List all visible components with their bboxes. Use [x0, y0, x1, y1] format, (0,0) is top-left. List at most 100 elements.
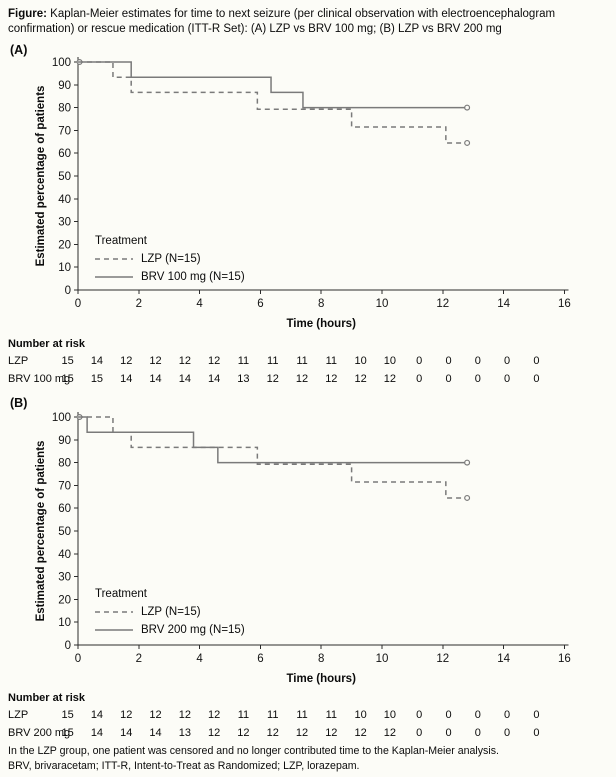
risk-count: 0: [445, 709, 452, 721]
risk-row-counts: 15 14 14 14 13 12 12 12 12 12 12 12 0 0 0 0 0: [53, 727, 551, 739]
x-axis-title: Time (hours): [286, 318, 356, 330]
y-tick-label: 100: [52, 412, 71, 424]
risk-count: 0: [504, 355, 511, 367]
footnote-abbreviations: BRV, brivaracetam; ITT-R, Intent-to-Trea…: [8, 760, 360, 772]
risk-count: 15: [61, 355, 74, 367]
risk-count: 12: [178, 355, 191, 367]
risk-count: 12: [149, 355, 162, 367]
risk-count: 12: [266, 373, 279, 385]
dashed-line-sample-icon: [95, 609, 133, 615]
y-tick-label: 20: [58, 594, 71, 606]
x-tick-label: 12: [436, 653, 449, 665]
x-tick-label: 12: [436, 298, 449, 310]
y-tick-label: 10: [58, 262, 71, 274]
risk-count: 13: [178, 727, 191, 739]
risk-count: 14: [120, 727, 133, 739]
risk-count: 12: [149, 709, 162, 721]
x-tick-label: 14: [497, 298, 510, 310]
y-tick-label: 30: [58, 217, 71, 229]
risk-count: 0: [416, 373, 423, 385]
y-tick-label: 60: [58, 148, 71, 160]
y-tick-label: 70: [58, 480, 71, 492]
y-tick-label: 40: [58, 194, 71, 206]
risk-count: 14: [90, 727, 104, 739]
legend-entry-label: BRV 100 mg (N=15): [141, 271, 245, 283]
y-tick-label: 90: [58, 435, 71, 447]
risk-count: 12: [178, 709, 191, 721]
legend-panel-a: Treatment LZP (N=15) BRV 100 mg (N=15): [95, 232, 245, 286]
risk-row-label: BRV 200 mg: [8, 727, 71, 739]
risk-count: 0: [445, 727, 452, 739]
legend-entry-label: LZP (N=15): [141, 253, 201, 265]
risk-count: 0: [474, 727, 481, 739]
risk-count: 14: [208, 373, 221, 385]
x-tick-label: 2: [136, 298, 142, 310]
km-curve-lzp-n-15: [78, 61, 468, 144]
km-panel-a: 0 2 4 6 8 10 12 14 16 0 10 20 30 40 50 60 70 80 90 100 Time …: [35, 57, 571, 330]
risk-count: 12: [208, 355, 221, 367]
risk-table-title: Number at risk: [8, 692, 86, 704]
risk-count: 12: [354, 373, 367, 385]
risk-count: 0: [474, 709, 481, 721]
risk-count: 15: [90, 373, 104, 385]
censor-marker: [464, 139, 471, 146]
risk-count: 0: [445, 373, 452, 385]
solid-line-sample-icon: [95, 274, 133, 280]
risk-count: 0: [504, 373, 511, 385]
risk-count: 12: [354, 727, 367, 739]
y-tick-label: 100: [52, 57, 71, 69]
censor-marker: [464, 104, 471, 111]
km-curve-lzp-n-15: [78, 416, 468, 499]
y-tick-label: 0: [65, 285, 71, 297]
risk-count: 0: [533, 709, 540, 721]
x-tick-label: 16: [558, 653, 571, 665]
risk-count: 12: [383, 727, 397, 739]
risk-row-lzp: LZP 15 14 12 12 12 12 11 11 11 11 10 10 0 0 0 0 0: [0, 709, 616, 723]
legend-title: Treatment: [95, 588, 147, 600]
x-tick-label: 4: [196, 653, 203, 665]
figure-title: Figure: Kaplan-Meier estimates for time …: [8, 7, 610, 38]
x-tick-label: 14: [497, 653, 510, 665]
risk-count: 0: [533, 373, 540, 385]
risk-count: 13: [237, 373, 250, 385]
km-curve-brv-100-mg-n-15: [78, 61, 468, 109]
risk-row-label: BRV 100 mg: [8, 373, 71, 385]
risk-count: 0: [533, 355, 540, 367]
risk-count: 0: [474, 355, 481, 367]
y-axis-title: Estimated percentage of patients: [35, 86, 47, 267]
risk-count: 12: [120, 355, 133, 367]
risk-count: 0: [416, 709, 423, 721]
risk-count: 14: [90, 709, 104, 721]
panel-a-label: (A): [10, 43, 28, 57]
risk-row-counts: 15 15 14 14 14 14 13 12 12 12 12 12 0 0 0 0 0: [53, 373, 551, 385]
x-tick-label: 10: [376, 653, 389, 665]
legend-entry-lzp: LZP (N=15): [95, 250, 245, 268]
risk-count: 11: [296, 709, 308, 721]
risk-count: 11: [296, 355, 308, 367]
risk-count: 0: [416, 355, 423, 367]
risk-count: 12: [295, 373, 309, 385]
risk-count: 12: [208, 727, 221, 739]
footnote-censoring: In the LZP group, one patient was censor…: [8, 745, 499, 757]
risk-count: 12: [383, 373, 397, 385]
x-tick-label: 6: [257, 298, 263, 310]
risk-count: 11: [237, 355, 250, 367]
risk-count: 15: [61, 727, 74, 739]
censor-marker: [464, 494, 471, 501]
risk-count: 11: [325, 709, 338, 721]
risk-count: 0: [445, 355, 452, 367]
risk-count: 11: [267, 709, 279, 721]
y-tick-label: 80: [58, 103, 71, 115]
legend-entry-brv200: BRV 200 mg (N=15): [95, 621, 245, 639]
solid-line-sample-icon: [95, 627, 133, 633]
risk-count: 15: [61, 373, 74, 385]
risk-count: 12: [120, 709, 133, 721]
risk-count: 12: [325, 373, 338, 385]
x-tick-label: 8: [318, 653, 324, 665]
x-tick-label: 4: [196, 298, 203, 310]
y-tick-label: 40: [58, 549, 71, 561]
figure-title-text: Kaplan-Meier estimates for time to next …: [8, 8, 556, 36]
y-tick-label: 60: [58, 503, 71, 515]
risk-row-brv200: BRV 200 mg 15 14 14 14 13 12 12 12 12 12 12 12 0 0 0 0 0: [0, 727, 616, 741]
